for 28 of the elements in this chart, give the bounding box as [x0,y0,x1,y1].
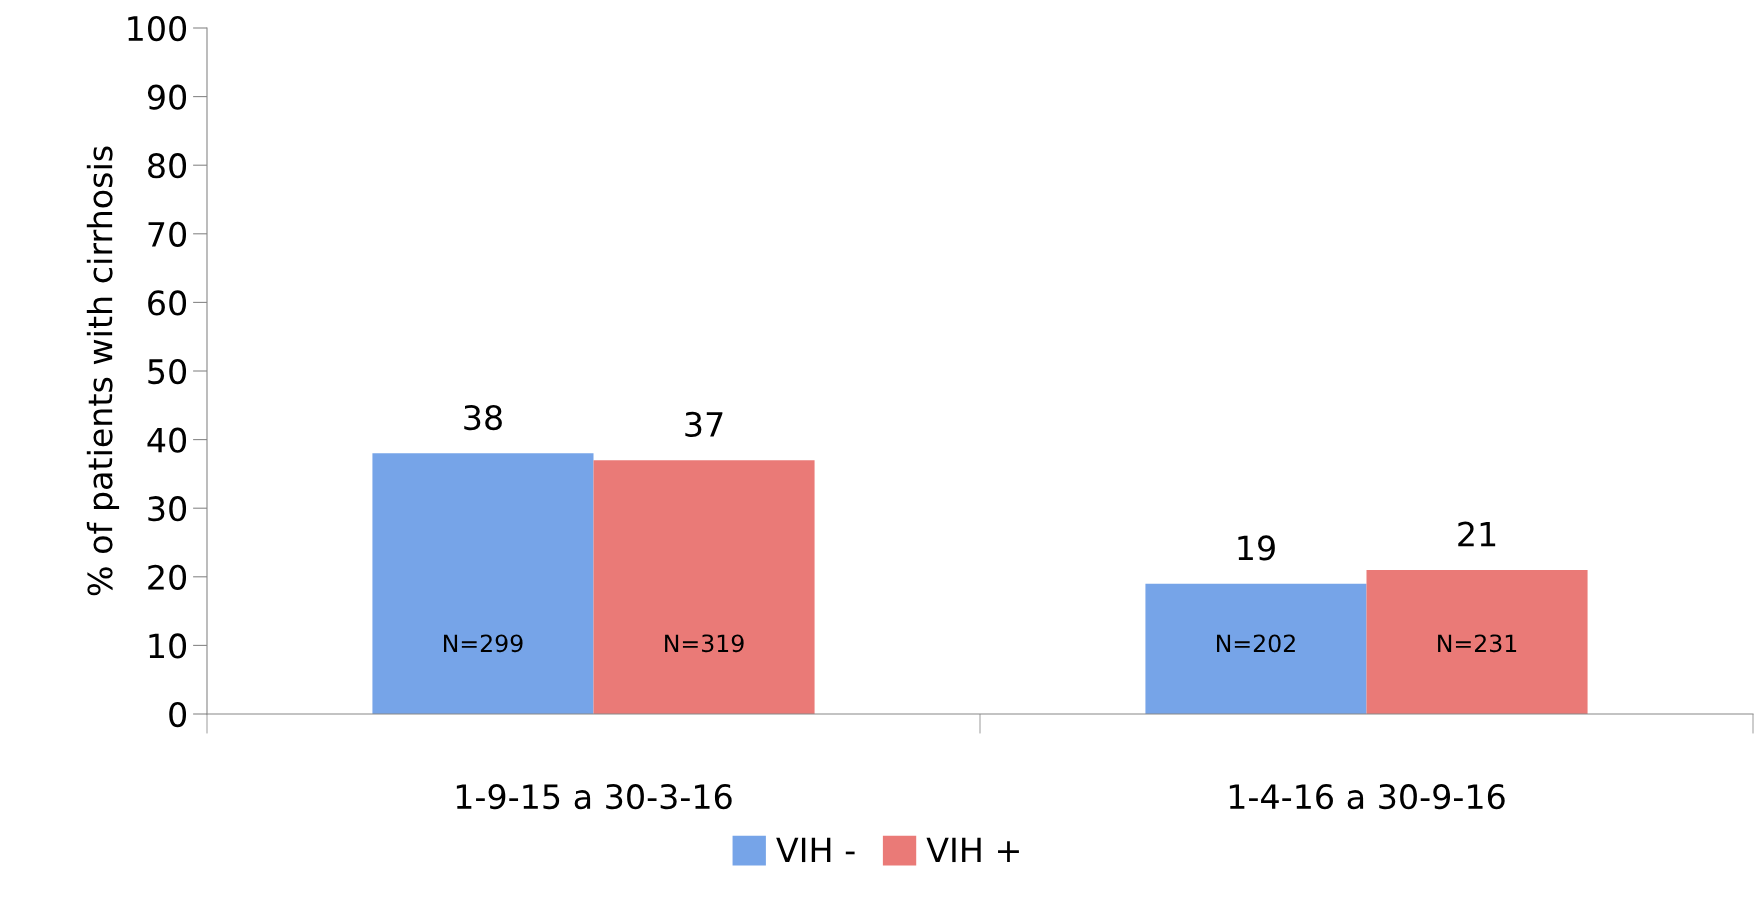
bar [593,460,815,714]
annotation: N=319 [665,634,744,653]
y-tick-label: 0 [169,701,187,728]
y-tick-label: 30 [148,496,187,522]
data-label: 38 [464,404,502,431]
data-label: 37 [685,411,723,438]
y-tick-label: 50 [148,358,187,385]
y-tick-label: 70 [148,221,187,247]
y-tick-label: 60 [148,290,187,316]
legend-label: VIH + [926,837,1019,863]
bar [1366,569,1588,714]
data-label: 19 [1238,535,1275,561]
y-tick-label: 20 [148,564,187,590]
y-tick-label: 100 [128,15,187,42]
x-tick-label: 1-9-15 a 30-3-16 [456,784,732,810]
y-tick-label: 10 [149,633,187,659]
bar [372,453,594,714]
y-tick-label: 90 [147,84,187,110]
data-label: 21 [1458,521,1496,547]
y-axis-title: % of patients with cirrhosis [86,146,120,596]
legend-label: VIH - [776,837,855,863]
annotation: N=299 [444,634,523,653]
annotation: N=202 [1217,634,1295,653]
y-tick-label: 40 [147,427,187,453]
x-tick-label: 1-4-16 a 30-9-16 [1229,784,1505,810]
bar [1145,583,1367,714]
annotation: N=231 [1438,634,1517,653]
y-tick-label: 80 [148,153,187,179]
